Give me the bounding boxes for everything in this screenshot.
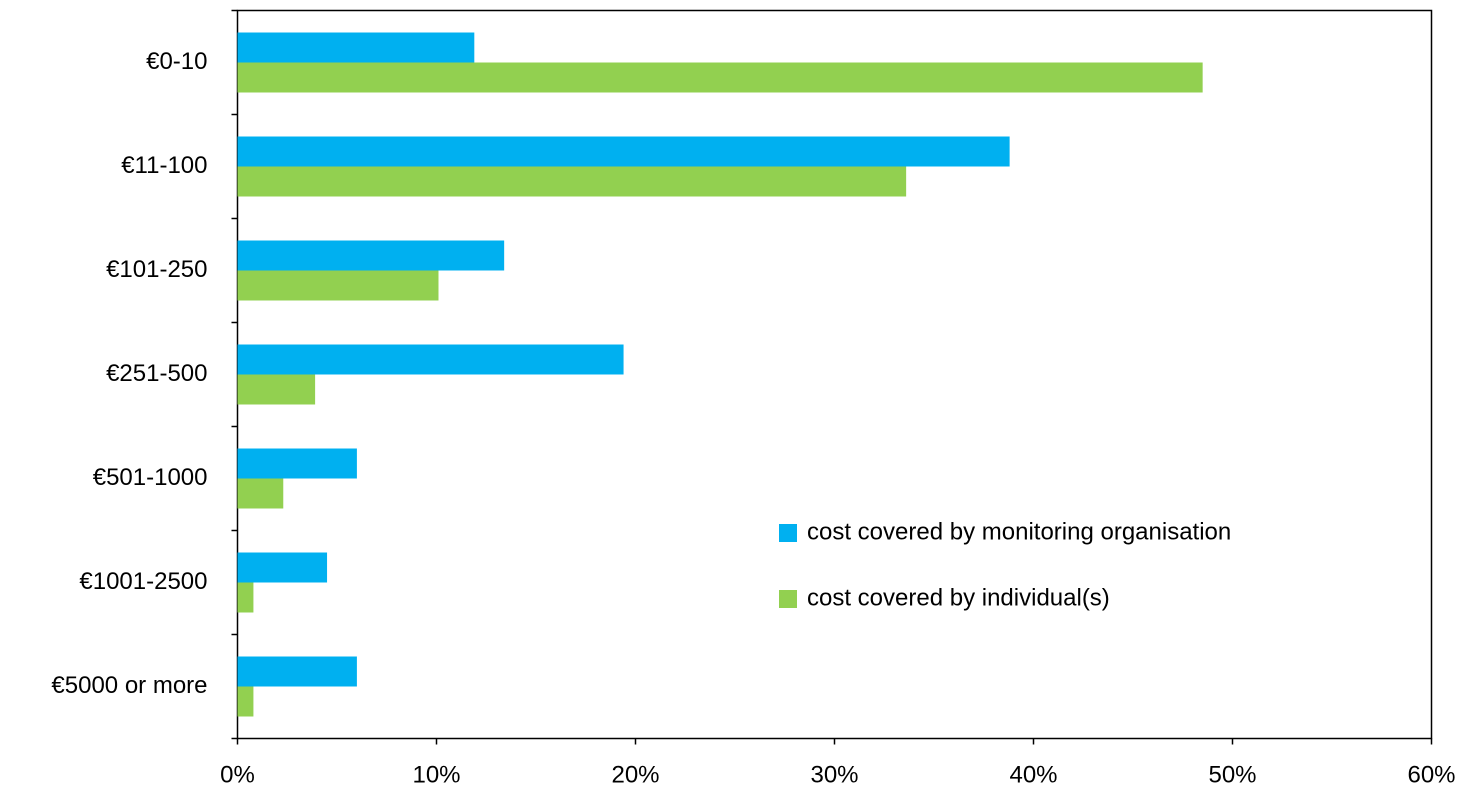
- bar-individual-5: [237, 582, 254, 613]
- bars-layer: [237, 32, 1203, 717]
- bar-organisation-3: [237, 344, 624, 375]
- x-tick-label: 50%: [1208, 762, 1256, 789]
- bar-organisation-4: [237, 448, 357, 479]
- x-tick-label: 10%: [412, 762, 460, 789]
- x-tick-label: 0%: [220, 762, 255, 789]
- bar-individual-4: [237, 478, 284, 509]
- x-tick-label: 20%: [611, 762, 659, 789]
- category-label: €501-1000: [93, 464, 208, 491]
- bar-individual-0: [237, 62, 1203, 93]
- legend-swatch-0: [779, 524, 797, 542]
- x-tick-label: 30%: [810, 762, 858, 789]
- category-label: €1001-2500: [79, 568, 207, 595]
- category-label: €5000 or more: [51, 672, 207, 699]
- bar-organisation-6: [237, 656, 357, 687]
- bar-organisation-1: [237, 136, 1010, 167]
- axes-layer: €0-10 €11-100 €101-250 €251-500 €501-1000 €10…: [51, 9, 1456, 789]
- legend-swatch-1: [779, 590, 797, 608]
- bar-individual-6: [237, 686, 254, 717]
- legend-label-0: cost covered by monitoring organisation: [807, 518, 1231, 545]
- bar-individual-1: [237, 166, 907, 197]
- x-tick-label: 60%: [1407, 762, 1455, 789]
- category-label: €11-100: [121, 152, 207, 179]
- legend: cost covered by monitoring organisation c…: [779, 518, 1231, 611]
- bar-organisation-2: [237, 240, 505, 271]
- bar-individual-3: [237, 374, 316, 405]
- bar-organisation-5: [237, 552, 328, 583]
- legend-label-1: cost covered by individual(s): [807, 584, 1110, 611]
- category-label: €0-10: [146, 48, 207, 75]
- category-label: €251-500: [106, 360, 207, 387]
- category-label: €101-250: [106, 256, 207, 283]
- bar-organisation-0: [237, 32, 475, 63]
- x-tick-label: 40%: [1009, 762, 1057, 789]
- bar-individual-2: [237, 270, 439, 301]
